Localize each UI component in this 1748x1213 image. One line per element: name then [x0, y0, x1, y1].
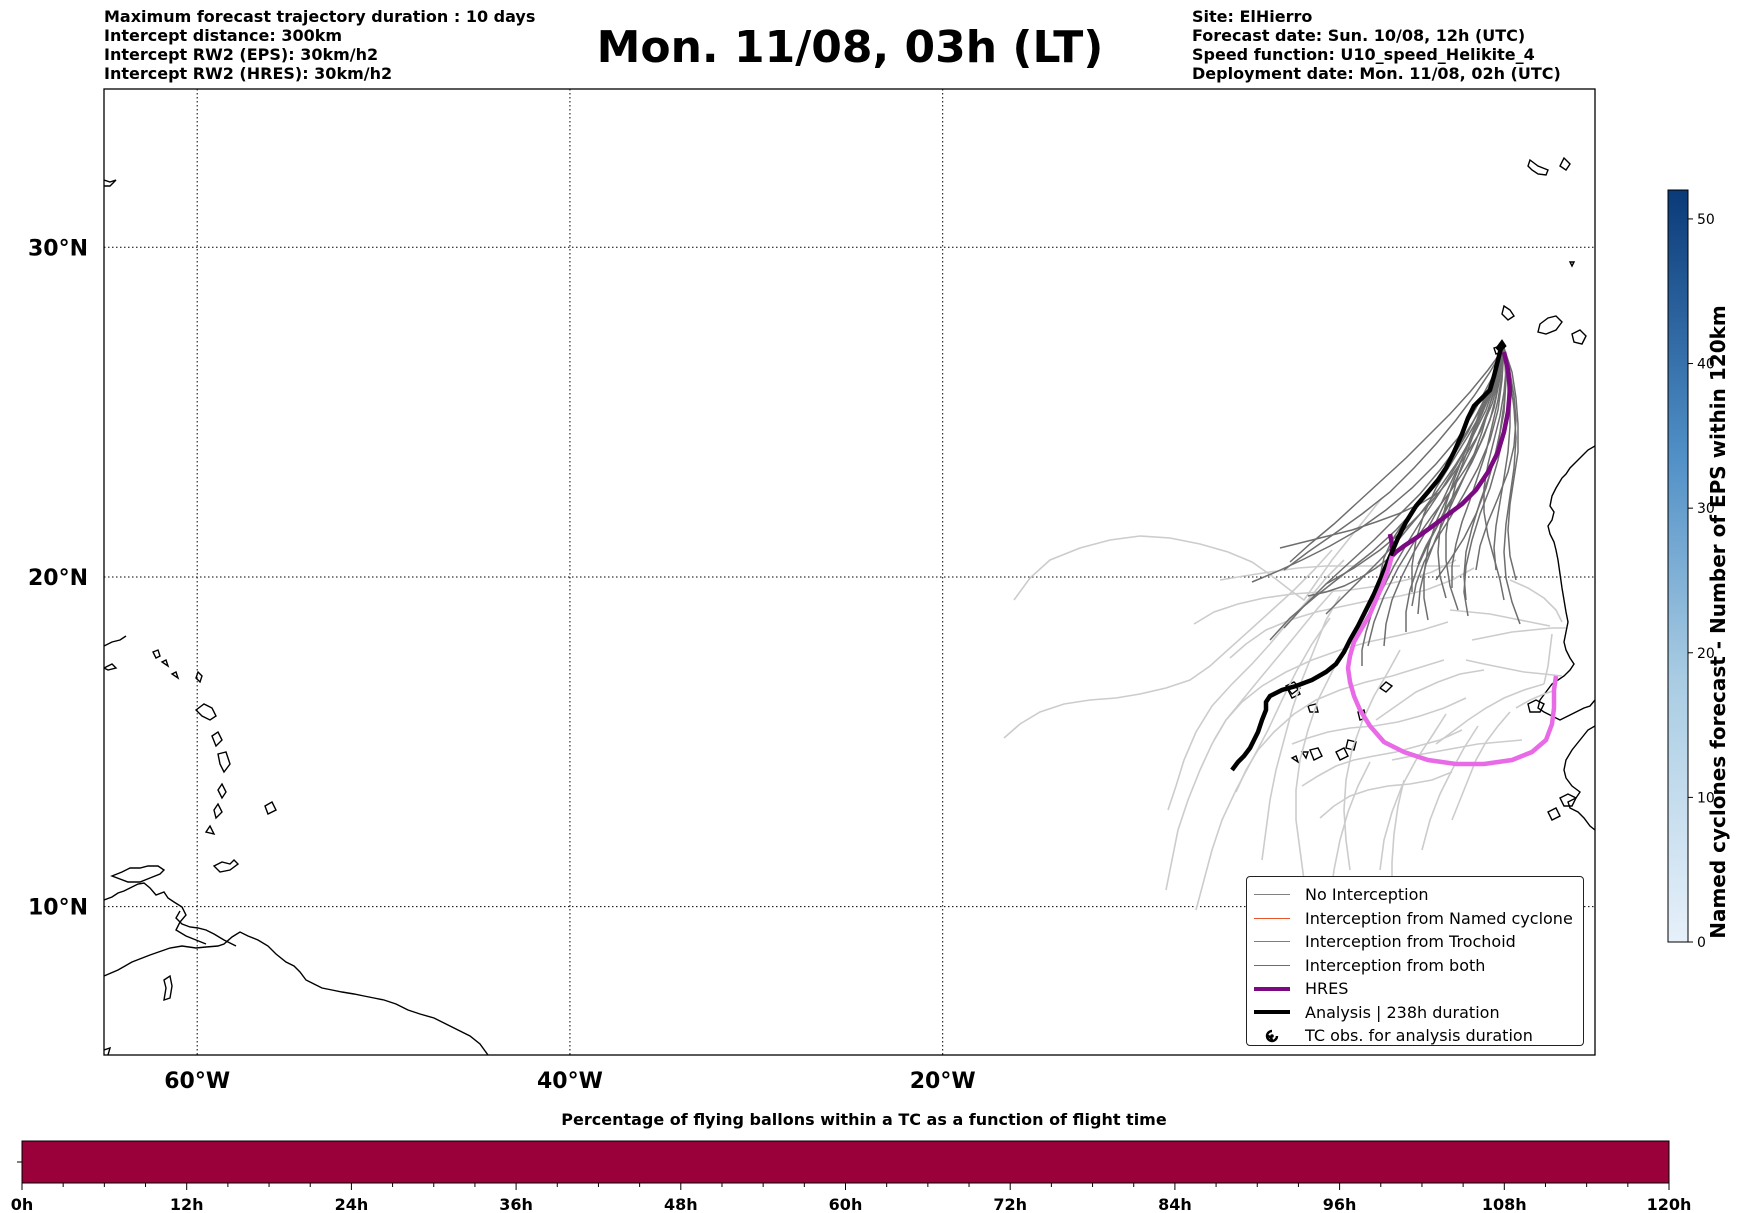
- colorbar-title: Named cyclones forecast - Number of EPS …: [1706, 305, 1730, 939]
- graticule: [104, 89, 1595, 1055]
- legend-key: [1253, 911, 1291, 925]
- colorbar-tick-label: 40: [1697, 357, 1715, 373]
- legend-line: [1254, 1010, 1290, 1015]
- settings-duration: Maximum forecast trajectory duration : 1…: [104, 7, 536, 26]
- legend-line: [1254, 964, 1290, 966]
- legend-label: HRES: [1305, 979, 1349, 999]
- analysis-trajectory: [1230, 339, 1507, 772]
- colorbar-tick-label: 50: [1697, 212, 1715, 228]
- speed-function: Speed function: U10_speed_Helikite_4: [1192, 45, 1535, 64]
- map-area: [104, 89, 1595, 1055]
- legend-item: Interception from Trochoid: [1253, 930, 1583, 954]
- legend-label: Interception from both: [1305, 955, 1486, 975]
- settings-rw2-eps: Intercept RW2 (EPS): 30km/h2: [104, 45, 379, 64]
- timebar-tick-label: 72h: [993, 1195, 1027, 1213]
- timebar-tick-label: 48h: [664, 1195, 698, 1213]
- legend-item: Analysis | 238h duration: [1253, 1001, 1583, 1025]
- legend-key: [1253, 935, 1291, 949]
- timebar-tick-label: 0h: [11, 1195, 34, 1213]
- timebar-tick-label: 12h: [170, 1195, 204, 1213]
- timebar-tick-label: 36h: [499, 1195, 533, 1213]
- legend-item: TC obs. for analysis duration: [1253, 1024, 1583, 1048]
- timebar: 0h 12h 24h 36h 48h 60h 72h 84h 96h 108h 120h: [11, 1140, 1692, 1213]
- lat-tick-label: 20°N: [28, 566, 88, 591]
- legend-label: Interception from Named cyclone: [1305, 908, 1573, 928]
- legend-key: [1253, 958, 1291, 972]
- hres-trajectory-late: [1345, 555, 1559, 767]
- legend-label: Analysis | 238h duration: [1305, 1002, 1500, 1022]
- legend-line: [1254, 917, 1290, 919]
- legend-line: [1254, 941, 1290, 943]
- colorbar-ticks: 0 10 20 30 40 50: [1688, 212, 1715, 951]
- timebar-tick-label: 108h: [1482, 1195, 1527, 1213]
- timebar-tick-label: 24h: [335, 1195, 369, 1213]
- coastline-africa: [1284, 156, 1595, 831]
- legend-item: Interception from Named cyclone: [1253, 907, 1583, 931]
- legend-key: [1253, 982, 1291, 996]
- coastline-americas: [104, 179, 489, 1055]
- forecast-date: Forecast date: Sun. 10/08, 12h (UTC): [1192, 26, 1526, 45]
- eps-trajectories-dark: [1251, 347, 1521, 666]
- lat-tick-label: 30°N: [28, 236, 88, 261]
- legend-label: TC obs. for analysis duration: [1305, 1026, 1533, 1046]
- lon-tick-label: 20°W: [910, 1069, 976, 1094]
- longitude-labels: 60°W 40°W 20°W: [164, 1069, 975, 1094]
- forecast-settings: Maximum forecast trajectory duration : 1…: [104, 7, 535, 83]
- timebar-ticks: 0h 12h 24h 36h 48h 60h 72h 84h 96h 108h 120h: [11, 1183, 1692, 1213]
- legend-item: HRES: [1253, 977, 1583, 1001]
- colorbar-tick-label: 0: [1697, 935, 1706, 951]
- cyclone-marker-icon: [1265, 1029, 1279, 1042]
- timebar-title: Percentage of flying ballons within a TC…: [561, 1110, 1167, 1129]
- timebar-tick-label: 96h: [1323, 1195, 1357, 1213]
- legend-label: No Interception: [1305, 885, 1429, 905]
- settings-intercept-distance: Intercept distance: 300km: [104, 26, 343, 45]
- legend-key: [1253, 1005, 1291, 1019]
- colorbar-gradient: [1667, 189, 1689, 943]
- legend-line: [1254, 894, 1290, 896]
- legend-key: [1253, 1029, 1291, 1043]
- timebar-tick-label: 84h: [1158, 1195, 1192, 1213]
- timebar-tick-label: 60h: [829, 1195, 863, 1213]
- timebar-fill: [22, 1141, 1669, 1183]
- legend-key: [1253, 888, 1291, 902]
- legend-line: [1254, 986, 1290, 991]
- map-frame: [103, 88, 1596, 1056]
- legend-item: No Interception: [1253, 883, 1583, 907]
- site-name: Site: ElHierro: [1192, 7, 1313, 26]
- legend-label: Interception from Trochoid: [1305, 932, 1516, 952]
- legend: No Interception Interception from Named …: [1246, 876, 1584, 1046]
- colorbar: 0 10 20 30 40 50: [1667, 189, 1715, 951]
- colorbar-tick-label: 20: [1697, 646, 1715, 662]
- lon-tick-label: 40°W: [537, 1069, 603, 1094]
- colorbar-tick-label: 30: [1697, 501, 1715, 517]
- lat-tick-label: 10°N: [28, 896, 88, 921]
- latitude-labels: 30°N 20°N 10°N: [28, 236, 88, 920]
- deployment-date: Deployment date: Mon. 11/08, 02h (UTC): [1192, 64, 1561, 83]
- lon-tick-label: 60°W: [164, 1069, 230, 1094]
- settings-rw2-hres: Intercept RW2 (HRES): 30km/h2: [104, 64, 393, 83]
- page-title: Mon. 11/08, 03h (LT): [596, 22, 1104, 73]
- site-info: Site: ElHierro Forecast date: Sun. 10/08…: [1192, 7, 1561, 83]
- timebar-tick-label: 120h: [1647, 1195, 1692, 1213]
- legend-item: Interception from both: [1253, 954, 1583, 978]
- eps-trajectories-light: [1003, 497, 1566, 911]
- colorbar-tick-label: 10: [1697, 790, 1715, 806]
- hres-trajectory: [1387, 351, 1513, 562]
